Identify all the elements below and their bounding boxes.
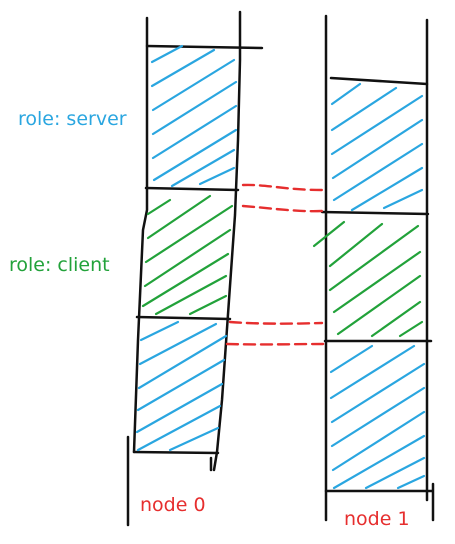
node1-label: node 1 — [344, 510, 410, 529]
node0-client-hatching — [143, 196, 232, 314]
node1-server-lower-hatching — [331, 346, 424, 488]
node1-server-hatching — [332, 84, 422, 210]
client-server-links — [227, 185, 326, 345]
node1-client-hatching — [314, 222, 422, 336]
role-client-label: role: client — [9, 256, 110, 275]
node0-label: node 0 — [140, 496, 206, 515]
link-bottom-upper — [230, 322, 322, 324]
link-top-upper — [243, 185, 322, 190]
node0-server-hatching — [152, 46, 236, 186]
node1-column-outline — [322, 16, 433, 520]
node0-server-lower-hatching — [137, 322, 226, 450]
role-server-label: role: server — [18, 110, 127, 129]
node0-column-outline — [128, 12, 262, 525]
link-top-lower — [243, 206, 322, 211]
